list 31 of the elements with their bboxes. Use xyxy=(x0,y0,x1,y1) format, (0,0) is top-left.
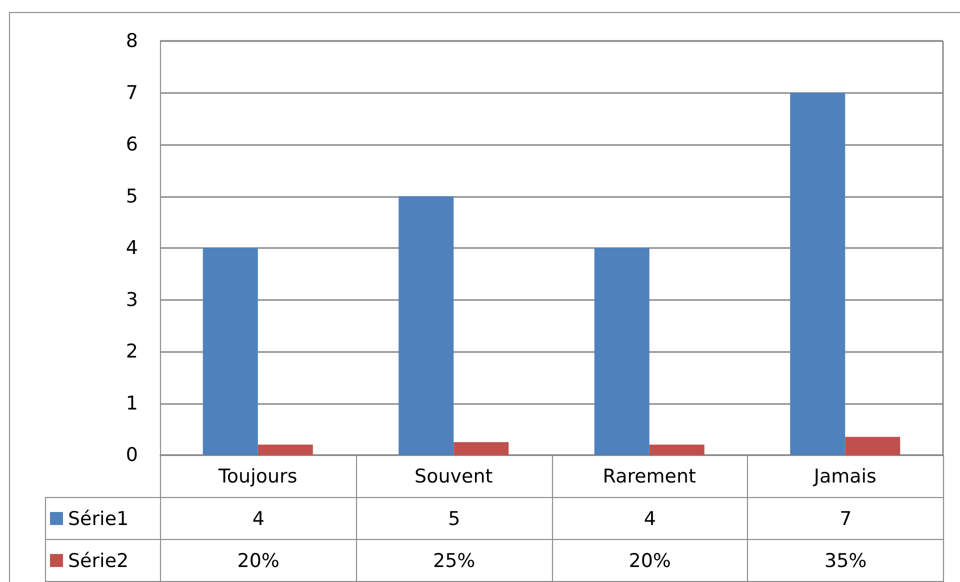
legend-label: Série2 xyxy=(68,550,129,572)
y-tick-label: 6 xyxy=(126,134,138,156)
data-label: 7 xyxy=(747,497,944,540)
y-tick-label: 8 xyxy=(126,30,138,52)
y-tick-label: 1 xyxy=(126,392,138,414)
y-tick-label: 7 xyxy=(126,82,138,104)
y-tick-label: 4 xyxy=(126,237,138,259)
y-tick-label: 5 xyxy=(126,185,138,208)
data-label: 25% xyxy=(356,539,552,582)
x-tick-label: Jamais xyxy=(812,466,876,488)
bar xyxy=(258,444,313,455)
data-label: 20% xyxy=(160,539,357,582)
bar xyxy=(454,442,509,455)
data-label: 5 xyxy=(356,497,552,540)
y-tick-label: 2 xyxy=(126,340,138,362)
bar xyxy=(790,92,846,455)
bar xyxy=(649,444,704,455)
data-label: 4 xyxy=(552,497,748,540)
data-label: 4 xyxy=(160,497,357,540)
x-tick-label: Rarement xyxy=(602,466,696,488)
bar xyxy=(202,248,258,455)
data-label: 35% xyxy=(747,539,944,582)
y-tick-label: 0 xyxy=(126,444,138,466)
bar xyxy=(398,196,454,455)
x-tick-label: Souvent xyxy=(414,466,493,488)
bar xyxy=(594,248,650,455)
y-tick-label: 3 xyxy=(126,288,138,311)
x-tick-label: Toujours xyxy=(218,466,298,488)
legend-label: Série1 xyxy=(68,508,129,530)
bar xyxy=(845,436,900,455)
data-label: 20% xyxy=(552,539,748,582)
